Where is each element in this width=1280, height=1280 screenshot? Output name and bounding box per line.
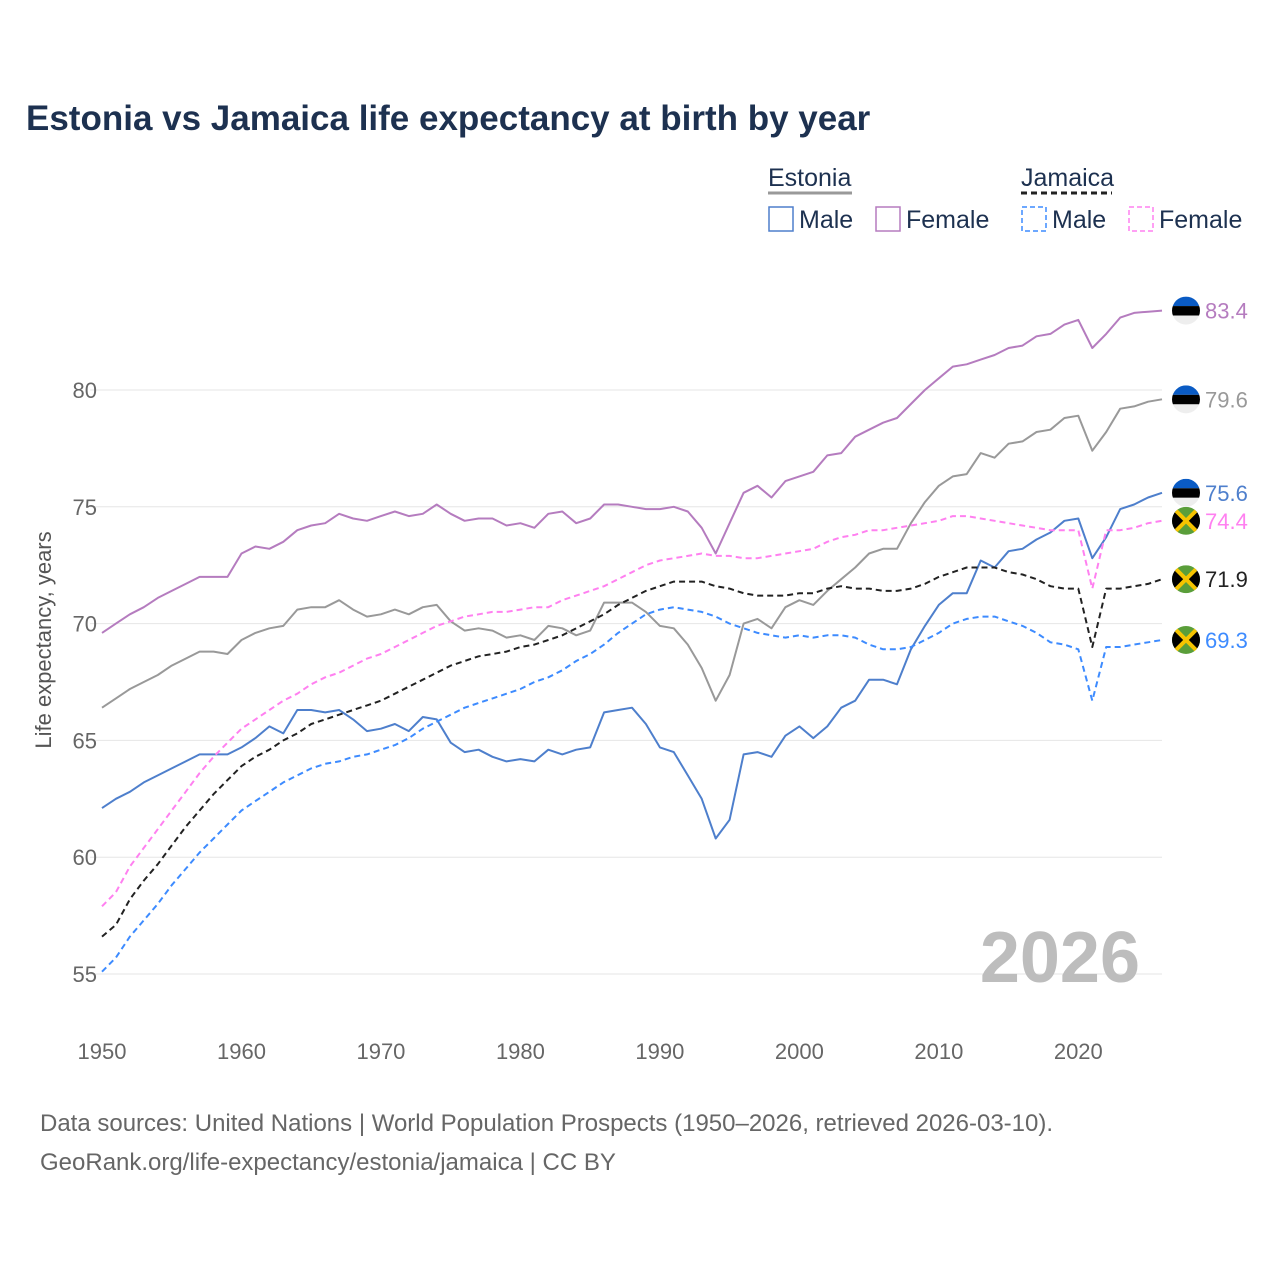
legend-jamaica-female-swatch (1128, 206, 1154, 232)
estonia-flag-icon (1172, 296, 1200, 325)
y-tick-label: 60 (73, 845, 97, 870)
estonia-flag-icon (1172, 478, 1200, 507)
end-value-label: 83.4 (1205, 299, 1248, 324)
series-line-estonia-male (101, 491, 1163, 840)
y-tick-label: 55 (73, 962, 97, 987)
y-axis-label: Life expectancy, years (31, 531, 56, 748)
end-value-label: 69.3 (1205, 628, 1248, 653)
legend-estonia-female-swatch (875, 206, 901, 232)
legend-group-estonia: Estonia (768, 164, 851, 192)
series-line-jamaica-female (101, 515, 1163, 908)
legend-jamaica-female[interactable]: Female (1159, 206, 1242, 234)
x-tick-label: 2000 (775, 1039, 824, 1064)
y-tick-label: 75 (73, 495, 97, 520)
x-tick-label: 1980 (496, 1039, 545, 1064)
jamaica-flag-icon (1172, 625, 1200, 654)
legend-estonia-male-swatch (768, 206, 794, 232)
series-line-estonia-both (101, 398, 1163, 709)
x-tick-label: 1950 (78, 1039, 127, 1064)
y-tick-label: 65 (73, 728, 97, 753)
end-labels: 83.4 79.6 75.6 74.4 71.9 69.3 (1172, 296, 1248, 654)
jamaica-flag-icon (1172, 506, 1200, 535)
legend-group-jamaica: Jamaica (1021, 164, 1114, 192)
y-tick-label: 70 (73, 612, 97, 637)
end-value-label: 71.9 (1205, 567, 1248, 592)
legend-jamaica-male-swatch (1021, 206, 1047, 232)
source-line-2[interactable]: GeoRank.org/life-expectancy/estonia/jama… (40, 1149, 616, 1176)
x-tick-label: 2020 (1054, 1039, 1103, 1064)
legend-jamaica-male[interactable]: Male (1052, 206, 1106, 234)
series-line-jamaica-both (101, 566, 1163, 938)
y-tick-label: 80 (73, 378, 97, 403)
series-line-estonia-female (101, 309, 1163, 634)
chart-title: Estonia vs Jamaica life expectancy at bi… (26, 99, 871, 138)
legend-estonia-male[interactable]: Male (799, 206, 853, 234)
legend: Estonia Male Female Jamaica Male Female (768, 164, 1242, 234)
series-line-jamaica-male (101, 606, 1163, 973)
source-line-1: Data sources: United Nations | World Pop… (40, 1110, 1053, 1137)
year-watermark: 2026 (980, 918, 1140, 998)
end-value-label: 75.6 (1205, 481, 1248, 506)
estonia-flag-icon (1172, 385, 1200, 414)
x-tick-label: 2010 (914, 1039, 963, 1064)
end-value-label: 79.6 (1205, 387, 1248, 412)
x-tick-label: 1960 (217, 1039, 266, 1064)
grid (90, 389, 1162, 975)
y-axis: 55 60 65 70 75 80 (73, 378, 97, 987)
series-lines (101, 309, 1163, 973)
legend-estonia-female[interactable]: Female (906, 206, 989, 234)
jamaica-flag-icon (1172, 565, 1200, 594)
end-value-label: 74.4 (1205, 509, 1248, 534)
x-tick-label: 1970 (356, 1039, 405, 1064)
x-axis: 1950 1960 1970 1980 1990 2000 2010 2020 (78, 1039, 1103, 1064)
x-tick-label: 1990 (635, 1039, 684, 1064)
